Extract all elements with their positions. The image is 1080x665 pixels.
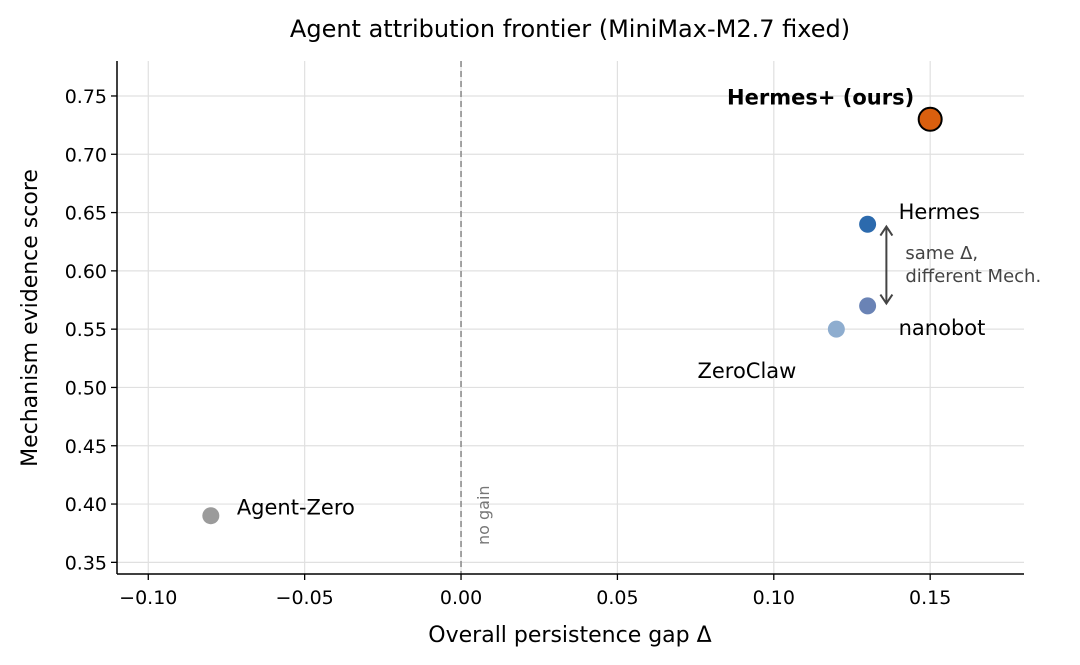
y-tick-label: 0.50: [65, 377, 107, 399]
point-zeroclaw: [827, 320, 845, 338]
x-tick-label: −0.05: [276, 587, 334, 609]
x-tick-label: 0.05: [596, 587, 638, 609]
label-zeroclaw: ZeroClaw: [697, 359, 796, 383]
point-hermes-ours: [917, 106, 943, 132]
y-tick-label: 0.65: [65, 203, 107, 225]
annotation-layer: same Δ,different Mech.: [879, 224, 1041, 306]
y-tick-label: 0.75: [65, 86, 107, 108]
x-tick-label: 0.15: [909, 587, 951, 609]
reference-line-layer: no gain: [460, 61, 493, 574]
annotation-arrow-head-bottom: [879, 293, 894, 306]
x-axis-label: Overall persistence gap Δ: [428, 623, 711, 648]
y-tick-label: 0.70: [65, 144, 107, 166]
points-layer: Agent-Zero ZeroClaw nanobot Hermes Hermes+ (…: [202, 85, 986, 525]
point-hermes: [859, 215, 877, 233]
labels-layer: Agent attribution frontier (MiniMax-M2.7…: [18, 15, 850, 648]
label-nanobot: nanobot: [899, 316, 986, 340]
label-agent-zero: Agent-Zero: [237, 496, 355, 520]
annotation-line-2: different Mech.: [905, 266, 1041, 287]
no-gain-label: no gain: [474, 485, 493, 545]
axes-layer: −0.10 −0.05 0.00 0.05 0.10 0.15 0.35 0.40 0.45 0.…: [65, 61, 1024, 609]
point-nanobot: [859, 297, 877, 315]
y-tick-label: 0.40: [65, 494, 107, 516]
grid-layer: [117, 61, 1024, 574]
y-tick-label: 0.35: [65, 552, 107, 574]
annotation-line-1: same Δ,: [905, 243, 978, 264]
y-tick-label: 0.60: [65, 261, 107, 283]
x-tick-label: −0.10: [119, 587, 177, 609]
point-agent-zero: [202, 507, 220, 525]
y-tick-label: 0.45: [65, 436, 107, 458]
label-hermes: Hermes: [899, 200, 980, 224]
y-axis-label: Mechanism evidence score: [18, 169, 43, 467]
y-tick-label: 0.55: [65, 319, 107, 341]
label-hermes-ours: Hermes+ (ours): [727, 85, 914, 109]
annotation-arrow-head-top: [879, 224, 894, 237]
x-tick-label: 0.10: [753, 587, 795, 609]
chart-title: Agent attribution frontier (MiniMax-M2.7…: [290, 15, 850, 43]
x-tick-label: 0.00: [440, 587, 482, 609]
